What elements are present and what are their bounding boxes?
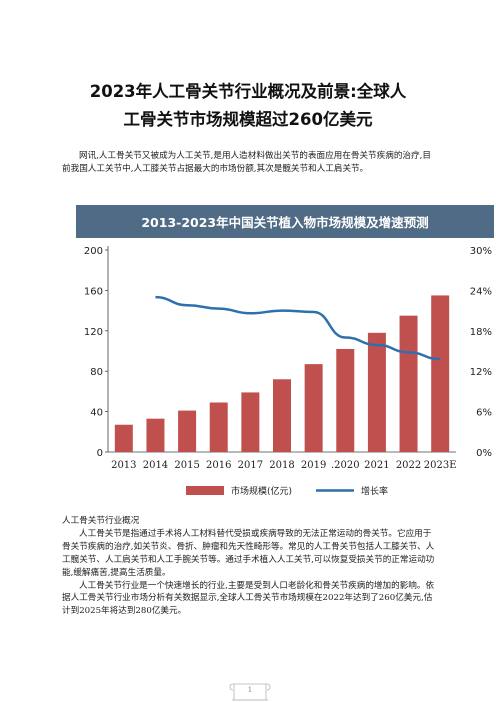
y-tick-label-right: 6% (476, 408, 492, 419)
page-number-scroll-ornament (229, 683, 271, 701)
x-tick-label: 2013 (111, 460, 136, 471)
x-tick-label: 2021 (364, 460, 389, 471)
intro-paragraph: 网讯,人工骨关节又被成为人工关节,是用人造材料做出关节的表面应用在骨关节疾病的治… (62, 151, 431, 174)
chart-svg: 2013-2023年中国关节植入物市场规模及增速预测 0 40 80 120 160 20… (76, 205, 494, 497)
y-tick-label-right: 0% (476, 448, 492, 459)
y-tick-label-left: 0 (97, 448, 103, 459)
bar (367, 332, 386, 452)
page-number: 1 (247, 686, 253, 694)
y-tick-label-left: 80 (90, 367, 103, 378)
y-tick-label-left: 200 (84, 246, 103, 257)
body-paragraph-1: 人工骨关节是指通过手术将人工材料替代受损或疾病导致的无法正常运动的骨关节。它应用… (62, 528, 435, 578)
chart-legend: 市场规模(亿元) 增长率 (186, 485, 388, 497)
x-tick-label: 2022 (396, 460, 421, 471)
y-tick-label-left: 120 (84, 327, 103, 338)
axis-labels: 0 40 80 120 160 200 0% 6% 12% 18% 24% 30% 2013 2014 20… (84, 246, 492, 471)
chart-title: 2013-2023年中国关节植入物市场规模及增速预测 (141, 215, 428, 230)
chart-title-bar (76, 205, 494, 238)
bar (399, 315, 418, 452)
bar (209, 402, 228, 452)
legend-line-label: 增长率 (361, 485, 388, 497)
x-tick-label: 2016 (206, 460, 231, 471)
legend-bar-swatch (186, 486, 224, 495)
x-tick-label: 2019 (301, 460, 326, 471)
y-tick-label-right: 24% (470, 286, 492, 297)
y-tick-label-left: 160 (84, 286, 103, 297)
x-tick-label: .2020 (331, 460, 360, 471)
bar (146, 418, 165, 452)
bar-series (114, 295, 450, 452)
article-title-line1: 2023年人工骨关节行业概况及前景:全球人 (89, 82, 407, 101)
article-title-line2: 工骨关节市场规模超过260亿美元 (123, 110, 373, 129)
y-tick-label-right: 30% (470, 246, 492, 257)
bar (241, 392, 260, 452)
bar (431, 295, 450, 452)
bar (178, 410, 197, 452)
body-paragraph-2: 人工骨关节行业是一个快速增长的行业,主要是受到人口老龄化和骨关节疾病的增加的影响… (62, 580, 435, 617)
x-tick-label: 2015 (174, 460, 199, 471)
line-series (155, 295, 441, 361)
bar (114, 424, 133, 452)
x-tick-label: 2017 (238, 460, 263, 471)
bar (336, 348, 355, 452)
bar (273, 379, 291, 452)
x-tick-label: 2014 (143, 460, 168, 471)
x-tick-label: 2023E (424, 460, 457, 471)
market-chart: 2013-2023年中国关节植入物市场规模及增速预测 0 40 80 120 160 20… (76, 203, 494, 506)
y-tick-label-right: 12% (470, 367, 492, 378)
legend-bar-label: 市场规模(亿元) (231, 485, 292, 497)
y-tick-label-right: 18% (470, 327, 492, 338)
article-title: 2023年人工骨关节行业概况及前景:全球人 工骨关节市场规模超过260亿美元 (40, 78, 456, 134)
bar (304, 364, 323, 452)
section-heading: 人工骨关节行业概况 (62, 516, 140, 526)
article-body: 人工骨关节行业概况 人工骨关节是指通过手术将人工材料替代受损或疾病导致的无法正常… (62, 515, 438, 618)
y-tick-label-left: 40 (90, 408, 103, 419)
growth-rate-line (155, 295, 441, 361)
x-tick-label: 2018 (269, 460, 294, 471)
